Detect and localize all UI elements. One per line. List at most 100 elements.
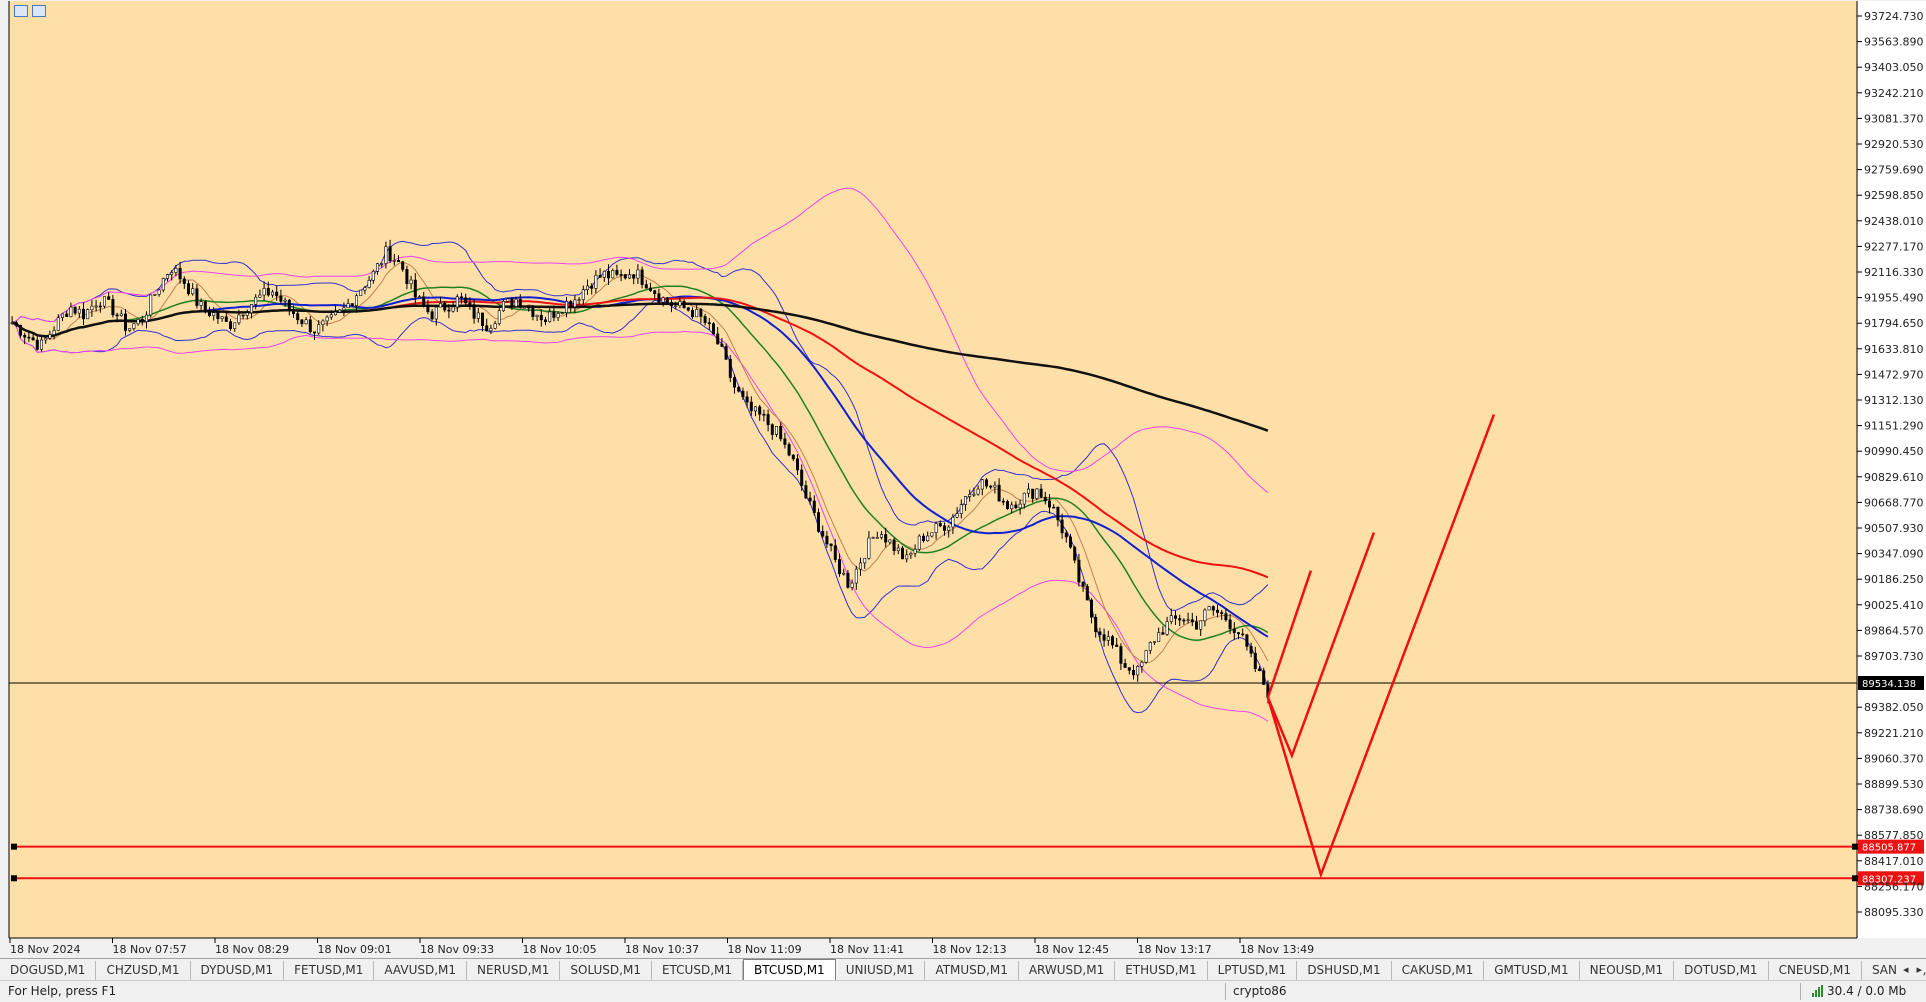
candle-body xyxy=(270,291,274,296)
chart-tab[interactable]: ARWUSD,M1 xyxy=(1019,961,1116,980)
time-tick-label: 18 Nov 12:45 xyxy=(1035,943,1109,956)
chart-tab[interactable]: CNEUSD,M1 xyxy=(1769,961,1862,980)
data-window-icon[interactable] xyxy=(14,5,28,17)
candle-body xyxy=(648,287,652,291)
candle-body xyxy=(968,494,972,497)
chart-tab[interactable]: GMTUSD,M1 xyxy=(1484,961,1580,980)
chart-tab[interactable]: DYDUSD,M1 xyxy=(191,961,285,980)
chart-tab[interactable]: DSHUSD,M1 xyxy=(1297,961,1392,980)
candle-body xyxy=(208,309,212,316)
candle-body xyxy=(1111,636,1115,646)
candle-body xyxy=(863,558,867,564)
candle-body xyxy=(354,295,358,306)
price-tick-label: 93242.210 xyxy=(1864,87,1924,100)
price-tick-label: 88738.690 xyxy=(1864,804,1924,817)
support-level-tag xyxy=(1858,871,1924,886)
price-tick-label: 92759.690 xyxy=(1864,164,1924,177)
candle-body xyxy=(1140,661,1144,667)
candle-body xyxy=(1001,500,1005,503)
candle-body xyxy=(82,308,86,320)
candle-body xyxy=(363,287,367,291)
chart-tab[interactable]: SOLUSD,M1 xyxy=(560,961,652,980)
candle-body xyxy=(1199,620,1203,630)
scroll-right-icon[interactable]: ▸ xyxy=(1916,963,1922,976)
chart-tab[interactable]: LPTUSD,M1 xyxy=(1208,961,1298,980)
candle-body xyxy=(1232,628,1236,633)
candle-body xyxy=(850,582,854,588)
candle-body xyxy=(682,301,686,309)
price-tick-label: 88256.170 xyxy=(1864,880,1924,893)
candle-body xyxy=(535,314,539,317)
candle-body xyxy=(875,537,879,539)
candle-body xyxy=(1106,636,1110,641)
candle-body xyxy=(178,267,182,280)
candle-body xyxy=(833,545,837,560)
chart-tab[interactable]: UNIUSD,M1 xyxy=(836,961,926,980)
candle-body xyxy=(44,337,48,341)
scroll-left-icon[interactable]: ◂ xyxy=(1902,963,1909,976)
support-level-anchor xyxy=(11,875,17,882)
candle-body xyxy=(627,274,631,279)
chart-tab[interactable]: DOTUSD,M1 xyxy=(1674,961,1769,980)
candles-layer xyxy=(10,239,1270,704)
candle-body xyxy=(993,484,997,488)
candle-body xyxy=(430,311,434,320)
price-tick-label: 89221.210 xyxy=(1864,727,1924,740)
candle-body xyxy=(1060,519,1064,534)
candle-body xyxy=(774,425,778,435)
price-tick-label: 91633.810 xyxy=(1864,343,1924,356)
candle-body xyxy=(1085,586,1089,601)
connection-traffic-text: 30.4 / 0.0 Mb xyxy=(1827,984,1907,998)
candle-body xyxy=(107,296,111,300)
chart-tab[interactable]: NEOUSD,M1 xyxy=(1580,961,1675,980)
candle-body xyxy=(132,323,136,329)
candle-body xyxy=(1228,619,1232,630)
time-tick-label: 18 Nov 11:09 xyxy=(728,943,802,956)
candle-body xyxy=(119,313,123,316)
candle-body xyxy=(543,319,547,322)
chart-tab[interactable]: FETUSD,M1 xyxy=(284,961,375,980)
candle-body xyxy=(1043,496,1047,502)
candle-body xyxy=(711,323,715,335)
candle-body xyxy=(598,275,602,278)
outer-band-lower xyxy=(11,322,1269,722)
candle-body xyxy=(699,309,703,317)
candle-body xyxy=(1237,632,1241,635)
chart-tab[interactable]: NERUSD,M1 xyxy=(467,961,561,980)
projection-zigzag-mid xyxy=(1266,532,1376,759)
candle-body xyxy=(539,314,543,321)
candle-body xyxy=(909,552,913,556)
candle-body xyxy=(846,572,850,588)
candle-body xyxy=(644,284,648,289)
projection-layer xyxy=(1266,414,1496,879)
candle-body xyxy=(800,469,804,486)
chart-tab[interactable]: ATMUSD,M1 xyxy=(925,961,1019,980)
candle-body xyxy=(409,279,413,285)
chart-tab[interactable]: CAKUSD,M1 xyxy=(1392,961,1485,980)
chart-tab[interactable]: ETHUSD,M1 xyxy=(1115,961,1208,980)
chart-tab[interactable]: BTCUSD,M1 xyxy=(743,959,836,980)
candle-body xyxy=(905,554,909,560)
chart-properties-icon[interactable] xyxy=(32,5,46,17)
candle-body xyxy=(384,246,388,264)
candle-body xyxy=(485,325,489,332)
price-tick-label: 88899.530 xyxy=(1864,778,1924,791)
ema-green-line xyxy=(11,285,1269,642)
candle-body xyxy=(287,299,291,311)
candle-body xyxy=(254,296,258,305)
price-tick-label: 91312.130 xyxy=(1864,394,1924,407)
candle-body xyxy=(111,299,115,316)
chart-tab[interactable]: DOGUSD,M1 xyxy=(0,961,97,980)
time-tick-label: 18 Nov 2024 xyxy=(10,943,80,956)
chart-tab[interactable]: ETCUSD,M1 xyxy=(652,961,743,980)
candle-body xyxy=(229,321,233,329)
time-tick-label: 18 Nov 13:49 xyxy=(1240,943,1314,956)
candle-body xyxy=(18,324,22,336)
candle-body xyxy=(518,298,522,308)
chart-tab[interactable]: AAVUSD,M1 xyxy=(374,961,468,980)
candle-body xyxy=(615,270,619,275)
candle-body xyxy=(359,289,363,297)
candle-body xyxy=(762,413,766,416)
chart-tab[interactable]: CHZUSD,M1 xyxy=(96,961,191,980)
